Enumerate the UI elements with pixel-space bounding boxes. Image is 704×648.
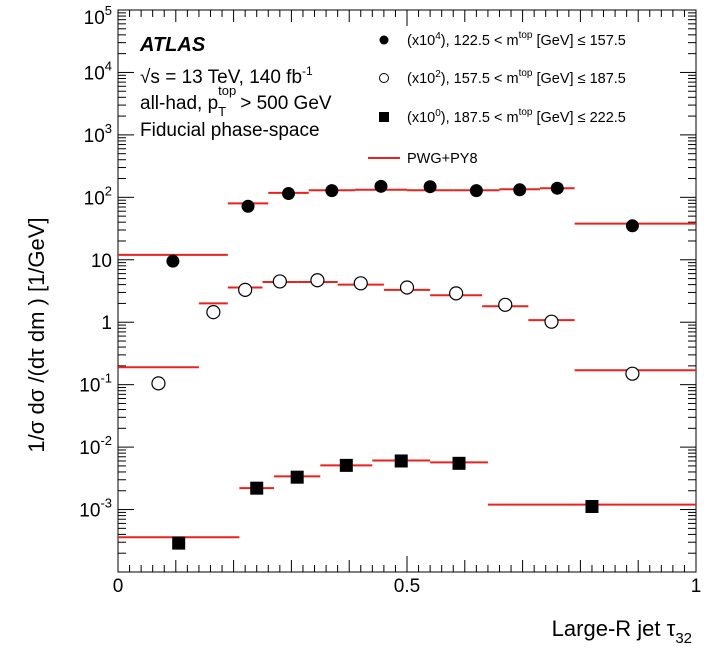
x-tick-label: 0 xyxy=(113,576,124,597)
legend-entry: PWG+PY8 xyxy=(368,151,478,167)
x-tick-label: 0.5 xyxy=(394,576,420,597)
data-point-open-circle xyxy=(206,305,221,320)
y-tick-label: 10 xyxy=(91,251,112,272)
data-point-filled-circle xyxy=(550,181,564,195)
data-point-filled-circle xyxy=(513,183,527,197)
data-point-open-circle xyxy=(272,274,287,289)
data-point-open-circle xyxy=(399,280,415,295)
data-point-filled-square xyxy=(250,481,264,495)
x-tick-labels: 0 0.5 1 xyxy=(113,576,702,597)
y-tick-label: 10-3 xyxy=(79,496,112,522)
data-point-filled-square xyxy=(172,536,186,550)
x-tick-label: 1 xyxy=(691,576,702,597)
legend-label: (x104), 122.5 < mtop [GeV] ≤ 157.5 xyxy=(407,30,626,49)
legend-entry: (x102), 157.5 < mtop [GeV] ≤ 187.5 xyxy=(379,68,626,87)
data-point-open-circle xyxy=(238,282,253,297)
data-point-filled-square xyxy=(290,470,304,484)
data-point-filled-square xyxy=(585,499,599,513)
data-point-filled-circle xyxy=(241,199,255,213)
y-tick-label: 105 xyxy=(84,3,112,29)
data-point-open-circle xyxy=(449,286,464,301)
data-point-open-circle xyxy=(544,314,559,329)
data-points xyxy=(151,179,640,550)
legend-entry: (x100), 187.5 < mtop [GeV] ≤ 222.5 xyxy=(379,107,626,126)
y-tick-label: 104 xyxy=(84,58,112,84)
y-tick-label: 10-2 xyxy=(79,433,112,459)
data-point-open-circle xyxy=(353,276,368,291)
legend-marker-filled-circle xyxy=(379,35,389,45)
legend-label: (x102), 157.5 < mtop [GeV] ≤ 187.5 xyxy=(407,68,626,87)
data-point-filled-circle xyxy=(166,254,180,268)
data-point-open-circle xyxy=(310,273,325,288)
data-point-filled-circle xyxy=(282,187,296,201)
x-axis-title: Large-R jet τ32 xyxy=(552,616,692,647)
y-tick-label: 1 xyxy=(101,313,112,334)
axis-ticks xyxy=(117,9,697,573)
prediction-lines xyxy=(118,187,696,539)
phase-space-label: Fiducial phase-space xyxy=(140,120,320,141)
data-point-filled-circle xyxy=(325,184,339,198)
legend-marker-filled-square xyxy=(379,112,389,122)
y-tick-label: 102 xyxy=(84,183,112,209)
data-point-open-circle xyxy=(151,376,166,391)
y-tick-label: 103 xyxy=(84,121,112,147)
legend: (x104), 122.5 < mtop [GeV] ≤ 157.5 (x102… xyxy=(368,30,626,167)
data-point-open-circle xyxy=(498,297,513,312)
energy-label: √s = 13 TeV, 140 fb-1 xyxy=(140,64,313,88)
data-point-filled-square xyxy=(452,456,466,470)
selection-label: all-had, pTtop> 500 GeV xyxy=(140,83,332,119)
data-point-filled-circle xyxy=(625,219,639,233)
experiment-label: ATLAS xyxy=(139,34,206,56)
legend-label: (x100), 187.5 < mtop [GeV] ≤ 222.5 xyxy=(407,107,626,126)
data-point-filled-square xyxy=(339,458,353,472)
data-point-open-circle xyxy=(625,366,640,381)
legend-label: PWG+PY8 xyxy=(407,151,478,167)
legend-marker-open-circle xyxy=(379,73,389,83)
data-point-filled-circle xyxy=(423,180,437,194)
data-point-filled-circle xyxy=(469,184,483,198)
y-tick-label: 10-1 xyxy=(79,371,112,397)
annotation-block: ATLAS √s = 13 TeV, 140 fb-1 all-had, pTt… xyxy=(139,34,332,141)
y-tick-labels: 10-3 10-2 10-1 1 10 102 103 104 105 xyxy=(79,3,112,522)
y-axis-title: 1/σ dσ /(dτ dm ) [1/GeV] xyxy=(24,217,49,452)
legend-entry: (x104), 122.5 < mtop [GeV] ≤ 157.5 xyxy=(379,30,626,49)
data-point-filled-square xyxy=(394,454,408,468)
data-point-filled-circle xyxy=(374,179,388,193)
